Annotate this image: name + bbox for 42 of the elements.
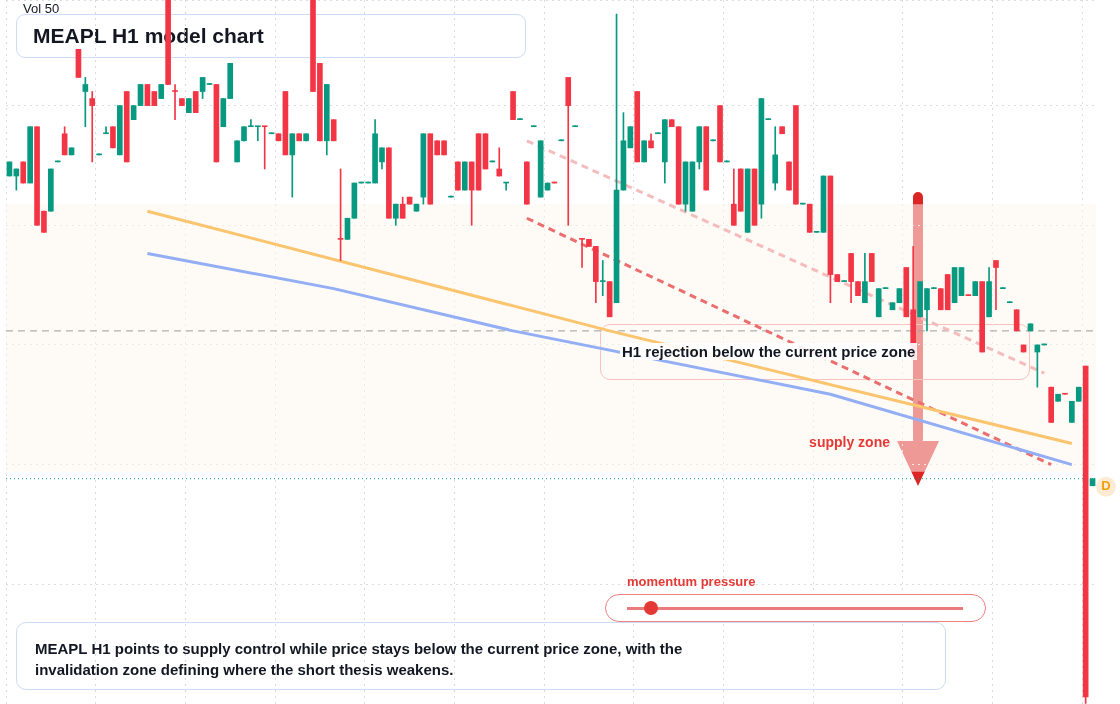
candlestick	[179, 98, 185, 106]
candlestick	[717, 105, 723, 163]
annotation: MEAPL H1 points to supply control while price stays below the current price zone, with the invalidation zone defining where the short thesis weakens.	[35, 639, 684, 680]
band-label: supply zone	[809, 433, 891, 450]
candlestick	[110, 126, 116, 149]
candlestick	[455, 161, 461, 191]
candlestick	[517, 118, 523, 121]
candlestick	[48, 168, 54, 212]
candlestick	[303, 133, 309, 142]
candlestick	[806, 203, 813, 233]
candlestick	[703, 126, 710, 191]
candlestick	[572, 125, 578, 128]
candlestick	[330, 119, 337, 142]
candlestick	[386, 147, 392, 219]
candlestick	[1006, 301, 1013, 304]
candlestick	[296, 133, 303, 142]
candlestick	[979, 281, 985, 353]
candlestick	[261, 125, 268, 170]
candlestick	[1055, 393, 1061, 402]
annotation: H1 rejection below the current price zone	[620, 343, 918, 360]
candlestick	[185, 98, 192, 113]
candlestick	[710, 139, 716, 142]
candlestick	[1048, 386, 1054, 423]
candlestick	[27, 126, 33, 184]
candlestick	[1062, 392, 1068, 395]
candlestick	[634, 91, 641, 163]
candlestick	[641, 140, 647, 163]
annotation: momentum pressure	[627, 574, 756, 589]
candlestick	[779, 126, 785, 135]
candlestick	[20, 161, 27, 184]
annotation: Vol 50	[23, 1, 60, 16]
candlestick	[158, 84, 165, 99]
candlestick	[510, 91, 516, 121]
candlestick	[192, 91, 199, 113]
candlestick	[524, 161, 530, 205]
candlestick	[972, 281, 979, 297]
candlestick	[117, 105, 123, 156]
candlestick	[123, 91, 130, 163]
ref-line-label: D	[1101, 478, 1111, 494]
candlestick	[530, 125, 537, 128]
candlestick	[868, 253, 875, 282]
candlestick	[461, 161, 468, 191]
